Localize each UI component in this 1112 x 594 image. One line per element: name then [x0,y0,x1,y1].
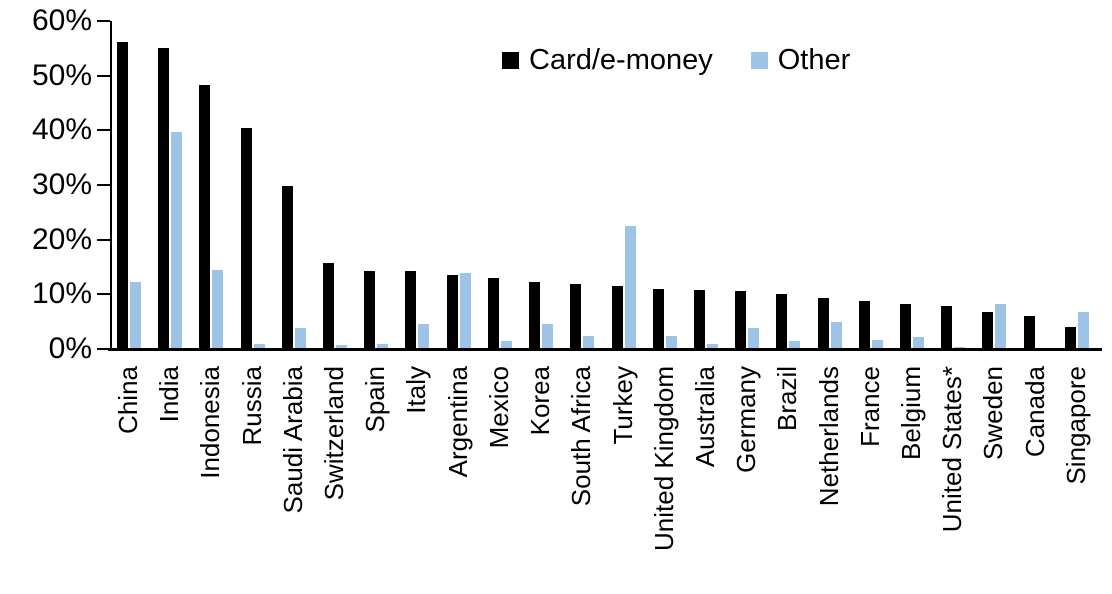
y-axis-tick-mark [97,238,110,241]
x-axis-label-united-kingdom: United Kingdom [648,366,679,551]
y-axis-tick-label: 60% [31,4,92,37]
bar-other-sweden [995,304,1006,349]
x-axis-label-china: China [113,366,143,434]
y-axis-tick-label: 40% [31,113,92,147]
bar-card-united-states- [941,306,952,349]
bar-card-korea [529,282,540,349]
bar-other-turkey [625,226,636,349]
bar-other-mexico [501,341,512,349]
x-axis-label-canada: Canada [1019,366,1050,458]
x-axis-label-turkey: Turkey [607,366,638,445]
bar-other-india [171,132,182,349]
bar-card-canada [1024,316,1035,349]
x-axis-label-russia: Russia [236,366,267,446]
legend-label-card-e-money: Card/e-money [529,44,713,76]
bar-card-mexico [488,278,499,349]
x-axis-label-italy: Italy [401,366,432,414]
y-axis-tick-mark [97,129,110,132]
bar-other-netherlands [831,322,842,349]
x-axis-label-australia: Australia [689,366,720,468]
x-axis-label-france: France [854,366,885,447]
bar-card-united-kingdom [653,289,664,349]
y-axis-line [110,21,112,351]
legend-swatch-card-e-money [502,52,519,69]
bar-card-saudi-arabia [282,186,293,349]
x-axis-label-india: India [154,366,185,423]
bar-card-netherlands [818,298,829,349]
bar-card-australia [694,290,705,349]
bar-other-france [872,340,883,349]
bar-other-indonesia [212,270,223,349]
x-axis-label-belgium: Belgium [895,366,926,460]
bar-other-brazil [789,341,800,349]
bar-card-russia [241,128,252,349]
y-axis-tick-mark [97,184,110,186]
bar-card-sweden [982,312,993,349]
bar-card-italy [405,271,416,349]
bar-card-south-africa [570,284,581,349]
bar-other-korea [542,324,553,349]
x-axis-label-switzerland: Switzerland [319,366,350,501]
x-axis-label-korea: Korea [525,366,556,436]
bar-other-italy [418,324,429,349]
x-axis-line [108,348,1102,351]
x-axis-label-germany: Germany [731,366,762,473]
legend-label-other: Other [777,44,851,76]
x-axis-label-south-africa: South Africa [566,366,597,507]
bar-card-singapore [1065,327,1076,349]
bar-card-turkey [612,286,623,349]
bar-card-germany [735,291,746,349]
x-axis-label-argentina: Argentina [442,366,473,478]
x-axis-label-netherlands: Netherlands [813,366,844,507]
x-axis-label-brazil: Brazil [772,366,803,432]
bar-card-switzerland [323,263,334,349]
x-axis-label-saudi-arabia: Saudi Arabia [277,366,308,514]
bar-card-argentina [447,275,458,349]
bar-card-indonesia [199,85,210,349]
bar-card-brazil [776,294,787,349]
x-axis-label-sweden: Sweden [978,366,1009,460]
y-axis-tick-mark [97,293,110,296]
bar-other-russia [254,344,265,349]
y-axis-tick-label: 30% [31,168,92,201]
bar-other-switzerland [336,345,347,349]
bar-other-china [130,282,141,349]
y-axis-tick-label: 50% [31,58,92,92]
bar-other-saudi-arabia [295,328,306,349]
bar-other-germany [748,328,759,349]
bar-other-australia [707,344,718,349]
y-axis-tick-label: 10% [31,277,92,311]
y-axis-tick-mark [97,20,110,22]
x-axis-label-spain: Spain [360,366,391,433]
bar-other-singapore [1078,312,1089,349]
bar-card-spain [364,271,375,349]
x-axis-label-mexico: Mexico [483,366,514,449]
legend: Card/e-money Other [502,44,850,77]
y-axis-tick-label: 0% [48,332,92,365]
x-axis-label-indonesia: Indonesia [195,366,226,479]
bar-other-belgium [913,337,924,349]
y-axis-tick-mark [97,348,110,350]
bar-card-france [859,301,870,349]
legend-swatch-other [750,52,768,69]
bar-other-argentina [460,273,471,349]
y-axis-tick-mark [97,74,110,77]
bar-card-india [158,48,169,349]
bar-card-china [117,42,128,349]
bar-other-united-kingdom [666,336,677,349]
x-axis-label-united-states-: United States* [937,366,968,533]
bar-card-belgium [900,304,911,349]
x-axis-label-singapore: Singapore [1060,366,1091,485]
y-axis-tick-label: 20% [31,222,92,256]
bar-other-spain [377,344,388,349]
bar-other-south-africa [583,336,594,349]
